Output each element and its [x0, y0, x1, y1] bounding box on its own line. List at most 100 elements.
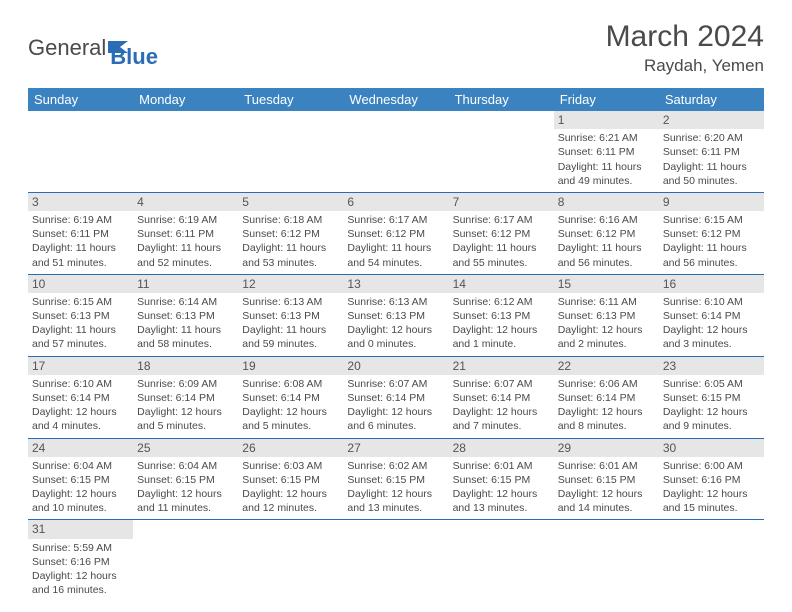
daylight-text: Daylight: 11 hours and 55 minutes.	[453, 241, 550, 269]
day-number: 21	[449, 357, 554, 375]
day-number: 30	[659, 439, 764, 457]
day-number: 13	[343, 275, 448, 293]
daylight-text: Daylight: 12 hours and 16 minutes.	[32, 569, 129, 597]
daylight-text: Daylight: 12 hours and 11 minutes.	[137, 487, 234, 515]
daylight-text: Daylight: 11 hours and 52 minutes.	[137, 241, 234, 269]
calendar-week-row: 1Sunrise: 6:21 AMSunset: 6:11 PMDaylight…	[28, 111, 764, 192]
calendar-day-cell: 21Sunrise: 6:07 AMSunset: 6:14 PMDayligh…	[449, 356, 554, 438]
sunrise-text: Sunrise: 6:05 AM	[663, 377, 760, 391]
daylight-text: Daylight: 11 hours and 57 minutes.	[32, 323, 129, 351]
day-number: 31	[28, 520, 133, 538]
calendar-week-row: 17Sunrise: 6:10 AMSunset: 6:14 PMDayligh…	[28, 356, 764, 438]
sunrise-text: Sunrise: 6:19 AM	[32, 213, 129, 227]
calendar-day-cell: 10Sunrise: 6:15 AMSunset: 6:13 PMDayligh…	[28, 274, 133, 356]
daylight-text: Daylight: 12 hours and 13 minutes.	[453, 487, 550, 515]
calendar-day-cell: 26Sunrise: 6:03 AMSunset: 6:15 PMDayligh…	[238, 438, 343, 520]
weekday-header: Tuesday	[238, 88, 343, 111]
month-title: March 2024	[606, 20, 764, 54]
calendar-day-cell: 6Sunrise: 6:17 AMSunset: 6:12 PMDaylight…	[343, 192, 448, 274]
calendar-day-cell: 30Sunrise: 6:00 AMSunset: 6:16 PMDayligh…	[659, 438, 764, 520]
sunset-text: Sunset: 6:15 PM	[137, 473, 234, 487]
calendar-day-cell	[449, 520, 554, 601]
sunset-text: Sunset: 6:12 PM	[242, 227, 339, 241]
day-number: 5	[238, 193, 343, 211]
calendar-day-cell: 27Sunrise: 6:02 AMSunset: 6:15 PMDayligh…	[343, 438, 448, 520]
calendar-day-cell: 1Sunrise: 6:21 AMSunset: 6:11 PMDaylight…	[554, 111, 659, 192]
weekday-header: Saturday	[659, 88, 764, 111]
calendar-day-cell: 2Sunrise: 6:20 AMSunset: 6:11 PMDaylight…	[659, 111, 764, 192]
calendar-day-cell: 12Sunrise: 6:13 AMSunset: 6:13 PMDayligh…	[238, 274, 343, 356]
sunrise-text: Sunrise: 6:03 AM	[242, 459, 339, 473]
day-number: 12	[238, 275, 343, 293]
daylight-text: Daylight: 12 hours and 3 minutes.	[663, 323, 760, 351]
calendar-day-cell: 23Sunrise: 6:05 AMSunset: 6:15 PMDayligh…	[659, 356, 764, 438]
sunset-text: Sunset: 6:14 PM	[32, 391, 129, 405]
calendar-day-cell	[133, 520, 238, 601]
daylight-text: Daylight: 11 hours and 59 minutes.	[242, 323, 339, 351]
sunset-text: Sunset: 6:11 PM	[32, 227, 129, 241]
sunrise-text: Sunrise: 6:10 AM	[32, 377, 129, 391]
calendar-day-cell: 5 Sunrise: 6:18 AMSunset: 6:12 PMDaylight…	[238, 192, 343, 274]
daylight-text: Daylight: 11 hours and 56 minutes.	[663, 241, 760, 269]
sunrise-text: Sunrise: 6:02 AM	[347, 459, 444, 473]
sunset-text: Sunset: 6:15 PM	[663, 391, 760, 405]
sunrise-text: Sunrise: 6:07 AM	[347, 377, 444, 391]
sunset-text: Sunset: 6:15 PM	[32, 473, 129, 487]
calendar-day-cell: 3Sunrise: 6:19 AMSunset: 6:11 PMDaylight…	[28, 192, 133, 274]
brand-name-part1: General	[28, 35, 106, 61]
daylight-text: Daylight: 12 hours and 15 minutes.	[663, 487, 760, 515]
day-number: 4	[133, 193, 238, 211]
day-number: 22	[554, 357, 659, 375]
sunset-text: Sunset: 6:15 PM	[242, 473, 339, 487]
day-number: 6	[343, 193, 448, 211]
daylight-text: Daylight: 11 hours and 53 minutes.	[242, 241, 339, 269]
sunset-text: Sunset: 6:13 PM	[32, 309, 129, 323]
sunset-text: Sunset: 6:14 PM	[663, 309, 760, 323]
day-number: 3	[28, 193, 133, 211]
calendar-week-row: 31Sunrise: 5:59 AMSunset: 6:16 PMDayligh…	[28, 520, 764, 601]
sunrise-text: Sunrise: 6:07 AM	[453, 377, 550, 391]
weekday-header: Thursday	[449, 88, 554, 111]
sunset-text: Sunset: 6:15 PM	[558, 473, 655, 487]
sunrise-text: Sunrise: 6:11 AM	[558, 295, 655, 309]
sunset-text: Sunset: 6:11 PM	[137, 227, 234, 241]
day-number: 9	[659, 193, 764, 211]
daylight-text: Daylight: 12 hours and 4 minutes.	[32, 405, 129, 433]
day-number: 17	[28, 357, 133, 375]
weekday-header: Wednesday	[343, 88, 448, 111]
sunrise-text: Sunrise: 6:13 AM	[347, 295, 444, 309]
day-number: 15	[554, 275, 659, 293]
sunrise-text: Sunrise: 6:18 AM	[242, 213, 339, 227]
day-number: 26	[238, 439, 343, 457]
daylight-text: Daylight: 12 hours and 7 minutes.	[453, 405, 550, 433]
sunrise-text: Sunrise: 6:06 AM	[558, 377, 655, 391]
sunrise-text: Sunrise: 6:12 AM	[453, 295, 550, 309]
sunrise-text: Sunrise: 6:21 AM	[558, 131, 655, 145]
sunset-text: Sunset: 6:14 PM	[242, 391, 339, 405]
day-number: 29	[554, 439, 659, 457]
sunrise-text: Sunrise: 6:09 AM	[137, 377, 234, 391]
brand-logo: General Blue	[28, 20, 158, 70]
sunset-text: Sunset: 6:14 PM	[558, 391, 655, 405]
day-number: 16	[659, 275, 764, 293]
sunset-text: Sunset: 6:13 PM	[137, 309, 234, 323]
calendar-day-cell: 9Sunrise: 6:15 AMSunset: 6:12 PMDaylight…	[659, 192, 764, 274]
sunrise-text: Sunrise: 6:15 AM	[663, 213, 760, 227]
sunrise-text: Sunrise: 6:17 AM	[453, 213, 550, 227]
daylight-text: Daylight: 12 hours and 8 minutes.	[558, 405, 655, 433]
daylight-text: Daylight: 12 hours and 5 minutes.	[242, 405, 339, 433]
calendar-day-cell: 17 Sunrise: 6:10 AMSunset: 6:14 PMDayligh…	[28, 356, 133, 438]
calendar-day-cell: 25Sunrise: 6:04 AMSunset: 6:15 PMDayligh…	[133, 438, 238, 520]
sunset-text: Sunset: 6:12 PM	[347, 227, 444, 241]
calendar-day-cell: 24Sunrise: 6:04 AMSunset: 6:15 PMDayligh…	[28, 438, 133, 520]
calendar-day-cell: 29Sunrise: 6:01 AMSunset: 6:15 PMDayligh…	[554, 438, 659, 520]
sunset-text: Sunset: 6:14 PM	[347, 391, 444, 405]
daylight-text: Daylight: 11 hours and 49 minutes.	[558, 160, 655, 188]
location-label: Raydah, Yemen	[606, 56, 764, 76]
sunrise-text: Sunrise: 6:04 AM	[32, 459, 129, 473]
sunrise-text: Sunrise: 6:04 AM	[137, 459, 234, 473]
sunset-text: Sunset: 6:15 PM	[453, 473, 550, 487]
calendar-day-cell: 16Sunrise: 6:10 AMSunset: 6:14 PMDayligh…	[659, 274, 764, 356]
day-number: 23	[659, 357, 764, 375]
calendar-week-row: 3Sunrise: 6:19 AMSunset: 6:11 PMDaylight…	[28, 192, 764, 274]
